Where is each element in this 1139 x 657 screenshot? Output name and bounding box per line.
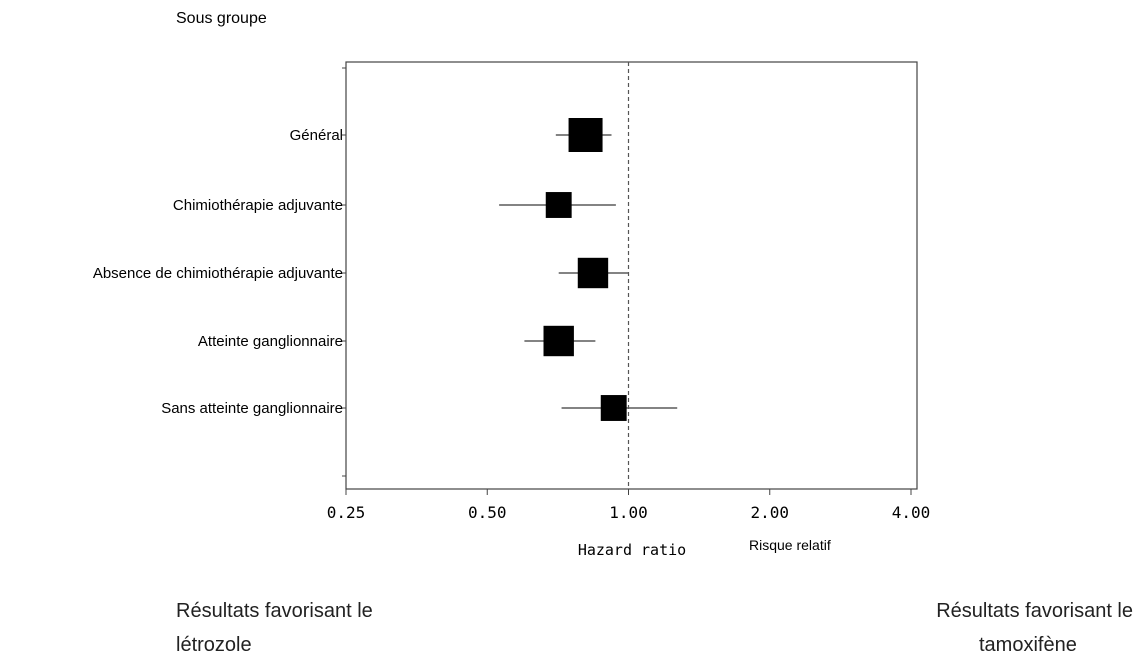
plot-background — [180, 48, 930, 596]
hr-marker — [545, 192, 572, 218]
favors-letrozole-line2: létrozole — [176, 634, 252, 656]
plot-frame — [345, 61, 918, 490]
x-tick-label: 0.50 — [468, 503, 507, 522]
subgroup-header: Sous groupe — [176, 10, 267, 27]
x-axis-label-secondary: Risque relatif — [749, 537, 831, 553]
row-label: Chimiothérapie adjuvante — [173, 197, 343, 214]
hr-marker — [543, 325, 574, 357]
x-axis-label: Hazard ratio — [578, 541, 686, 559]
x-tick-label: 2.00 — [750, 503, 789, 522]
favors-tamoxifen-line1: Résultats favorisant le — [936, 600, 1133, 622]
x-tick-label: 4.00 — [892, 503, 931, 522]
hr-marker — [568, 118, 603, 152]
row-label: Absence de chimiothérapie adjuvante — [93, 265, 343, 282]
x-tick-label: 0.25 — [327, 503, 366, 522]
x-tick-label: 1.00 — [609, 503, 648, 522]
row-label: Général — [290, 127, 343, 144]
forest-plot: 0.25 0.50 1.00 2.00 4.00 Général Chimiothérapi… — [92, 48, 931, 596]
hr-marker — [600, 395, 627, 421]
favors-letrozole-line1: Résultats favorisant le — [176, 600, 373, 622]
hr-marker — [577, 257, 609, 289]
favors-tamoxifen-line2: tamoxifène — [979, 634, 1077, 656]
row-label: Atteinte ganglionnaire — [198, 333, 343, 350]
row-label: Sans atteinte ganglionnaire — [161, 400, 343, 417]
